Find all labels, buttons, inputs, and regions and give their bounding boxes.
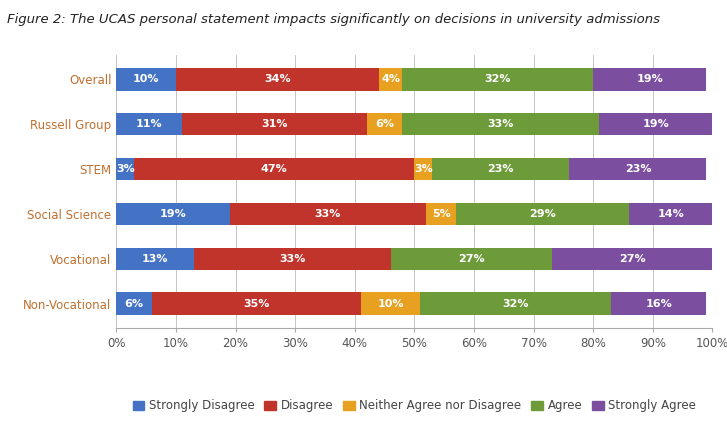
Text: 19%: 19% xyxy=(160,209,186,219)
Text: 13%: 13% xyxy=(142,254,169,264)
Text: 14%: 14% xyxy=(657,209,684,219)
Text: 27%: 27% xyxy=(458,254,484,264)
Text: 23%: 23% xyxy=(488,164,514,174)
Text: 11%: 11% xyxy=(136,119,162,129)
Text: 34%: 34% xyxy=(264,75,291,84)
Text: 16%: 16% xyxy=(646,299,672,309)
Text: 19%: 19% xyxy=(637,75,663,84)
Bar xyxy=(116,68,176,91)
Text: Figure 2: The UCAS personal statement impacts significantly on decisions in univ: Figure 2: The UCAS personal statement im… xyxy=(7,13,660,26)
Bar xyxy=(116,203,230,225)
Text: 3%: 3% xyxy=(414,164,433,174)
Bar xyxy=(426,203,456,225)
Text: 10%: 10% xyxy=(133,75,159,84)
Text: 5%: 5% xyxy=(432,209,451,219)
Text: 3%: 3% xyxy=(116,164,134,174)
Text: 32%: 32% xyxy=(502,299,529,309)
Bar xyxy=(593,68,707,91)
Bar xyxy=(116,158,134,180)
Bar xyxy=(569,158,707,180)
Bar xyxy=(390,248,552,270)
Bar xyxy=(361,293,420,315)
Bar xyxy=(182,113,366,136)
Text: 31%: 31% xyxy=(261,119,288,129)
Text: 27%: 27% xyxy=(619,254,646,264)
Bar xyxy=(403,113,599,136)
Legend: Strongly Disagree, Disagree, Neither Agree nor Disagree, Agree, Strongly Agree: Strongly Disagree, Disagree, Neither Agr… xyxy=(128,394,701,417)
Bar xyxy=(116,293,152,315)
Bar xyxy=(134,158,414,180)
Bar xyxy=(379,68,403,91)
Bar xyxy=(116,113,182,136)
Text: 33%: 33% xyxy=(279,254,305,264)
Text: 6%: 6% xyxy=(125,299,144,309)
Text: 4%: 4% xyxy=(381,75,400,84)
Text: 32%: 32% xyxy=(485,75,511,84)
Bar xyxy=(611,293,707,315)
Bar xyxy=(599,113,712,136)
Text: 35%: 35% xyxy=(244,299,270,309)
Bar xyxy=(414,158,433,180)
Bar xyxy=(456,203,629,225)
Text: 23%: 23% xyxy=(624,164,651,174)
Bar xyxy=(552,248,712,270)
Bar xyxy=(194,248,390,270)
Bar xyxy=(629,203,712,225)
Bar xyxy=(366,113,403,136)
Bar xyxy=(152,293,361,315)
Bar xyxy=(230,203,426,225)
Bar xyxy=(116,248,194,270)
Text: 33%: 33% xyxy=(488,119,514,129)
Text: 19%: 19% xyxy=(643,119,669,129)
Bar xyxy=(176,68,379,91)
Text: 47%: 47% xyxy=(261,164,288,174)
Text: 6%: 6% xyxy=(375,119,394,129)
Text: 29%: 29% xyxy=(529,209,556,219)
Text: 10%: 10% xyxy=(377,299,403,309)
Bar xyxy=(403,68,593,91)
Bar xyxy=(433,158,569,180)
Text: 33%: 33% xyxy=(315,209,341,219)
Bar xyxy=(420,293,611,315)
